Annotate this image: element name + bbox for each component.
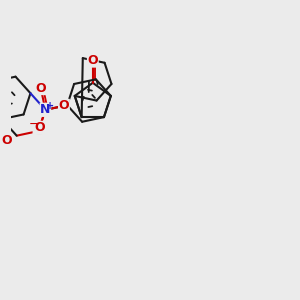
Text: O: O <box>33 124 44 137</box>
Text: O: O <box>58 99 69 112</box>
Text: O: O <box>34 122 45 134</box>
Text: −: − <box>29 118 40 131</box>
Text: O: O <box>1 134 12 147</box>
Text: +: + <box>46 100 54 110</box>
Text: O: O <box>88 54 98 67</box>
Text: N: N <box>40 103 51 116</box>
Text: O: O <box>35 82 46 94</box>
